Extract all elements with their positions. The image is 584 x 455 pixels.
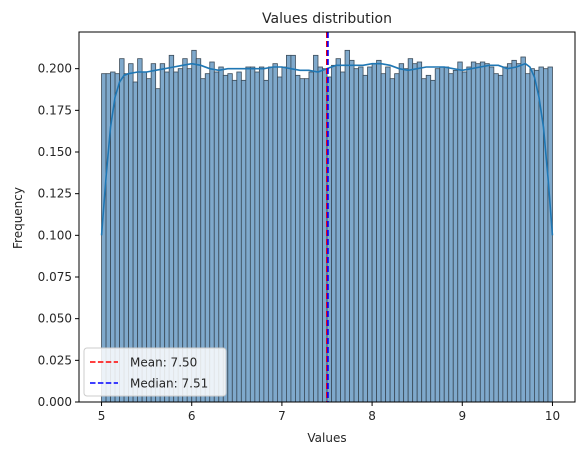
histogram-bar <box>286 54 292 403</box>
y-tick-label: 0.175 <box>38 103 72 117</box>
histogram-bar <box>430 79 436 403</box>
lines-layer <box>100 32 554 402</box>
histogram-bar <box>497 74 504 403</box>
histogram-bar <box>385 66 391 403</box>
histogram-bar <box>313 54 319 403</box>
histogram-bar <box>398 63 405 403</box>
histogram-bar <box>299 78 305 403</box>
histogram-bar <box>340 71 346 403</box>
histogram-bar <box>506 63 513 403</box>
histogram-bar <box>529 68 535 403</box>
histogram-bar <box>295 74 301 403</box>
histogram-bar <box>543 68 549 403</box>
x-tick-label: 6 <box>188 409 196 423</box>
histogram-bar <box>335 58 341 403</box>
y-axis-label: Frequency <box>11 187 25 249</box>
histogram-bar <box>389 78 396 403</box>
histogram-bar <box>240 79 247 403</box>
histogram-bar <box>493 73 499 403</box>
histogram-bar <box>461 71 468 403</box>
x-tick-label: 10 <box>545 409 560 423</box>
histogram-bar <box>353 68 359 403</box>
histogram-bar <box>488 66 495 403</box>
y-tick-label: 0.075 <box>38 270 72 284</box>
histogram-bar <box>376 59 382 403</box>
x-axis-label: Values <box>307 431 346 445</box>
histogram-bar <box>331 64 337 403</box>
legend-median-label: Median: 7.51 <box>130 377 208 391</box>
histogram-bar <box>231 79 238 403</box>
x-tick-label: 8 <box>368 409 376 423</box>
histogram-bar <box>520 56 526 403</box>
histogram-bar <box>502 66 508 403</box>
histogram-bar <box>394 73 400 403</box>
histogram-bar <box>534 69 540 403</box>
histogram-bar <box>344 49 350 403</box>
histogram-bar <box>276 76 283 403</box>
chart-title: Values distribution <box>262 11 392 27</box>
histogram-bar <box>358 66 364 403</box>
y-tick-label: 0.100 <box>38 228 72 242</box>
histogram-bar <box>484 63 490 403</box>
y-tick-label: 0.000 <box>38 395 72 409</box>
histogram-bar <box>466 66 472 403</box>
histogram-bar <box>290 54 296 403</box>
histogram-bar <box>236 71 242 403</box>
histogram-bar <box>416 61 423 403</box>
histogram-bar <box>452 69 459 403</box>
histogram-bar <box>281 66 287 403</box>
histogram-bar <box>249 66 256 403</box>
x-tick-label: 5 <box>98 409 106 423</box>
histogram-bar <box>443 66 450 403</box>
y-tick-label: 0.125 <box>38 187 72 201</box>
histogram-bar <box>272 63 278 403</box>
histogram-bar <box>403 68 409 403</box>
legend: Mean: 7.50 Median: 7.51 <box>83 347 227 397</box>
histogram-bar <box>267 66 274 403</box>
y-tick-label: 0.025 <box>38 353 72 367</box>
legend-mean-label: Mean: 7.50 <box>130 356 197 370</box>
axes-layer: 5 6 7 8 9 10 0.000 0.025 0.050 0.075 0.100 0.125 0.1… <box>38 31 576 423</box>
histogram-bar <box>407 58 414 403</box>
histogram-bar <box>227 73 233 403</box>
histogram-bar <box>263 79 269 403</box>
histogram-bar <box>349 59 355 403</box>
histogram-bar <box>479 61 486 403</box>
histogram-bar <box>308 71 314 403</box>
histogram-bar <box>475 63 481 403</box>
histogram-bar <box>439 66 445 403</box>
histogram-bar <box>457 61 463 403</box>
bars-layer <box>101 49 553 403</box>
histogram-bar <box>380 73 387 403</box>
plot-frame <box>78 31 576 403</box>
histogram-bar <box>434 68 441 403</box>
histogram-bar <box>304 78 310 403</box>
histogram-bar <box>421 78 427 403</box>
histogram-bar <box>317 66 323 403</box>
histogram-bar <box>245 66 251 403</box>
y-tick-label: 0.050 <box>38 312 72 326</box>
y-tick-label: 0.150 <box>38 145 72 159</box>
legend-frame <box>83 347 227 397</box>
histogram-bar <box>412 63 418 403</box>
histogram-bar <box>371 63 377 403</box>
y-tick-label: 0.200 <box>38 62 72 76</box>
histogram-bar <box>470 61 477 403</box>
histogram-bar <box>254 71 260 403</box>
histogram-bar <box>515 63 522 403</box>
histogram-bar <box>425 74 432 403</box>
histogram-bar <box>367 66 373 403</box>
histogram-bar <box>362 74 368 403</box>
histogram-bar <box>525 73 531 403</box>
histogram-bar <box>258 66 265 403</box>
histogram-bar <box>511 59 517 403</box>
histogram-bar <box>448 73 454 403</box>
x-tick-label: 7 <box>278 409 286 423</box>
x-tick-label: 9 <box>458 409 466 423</box>
